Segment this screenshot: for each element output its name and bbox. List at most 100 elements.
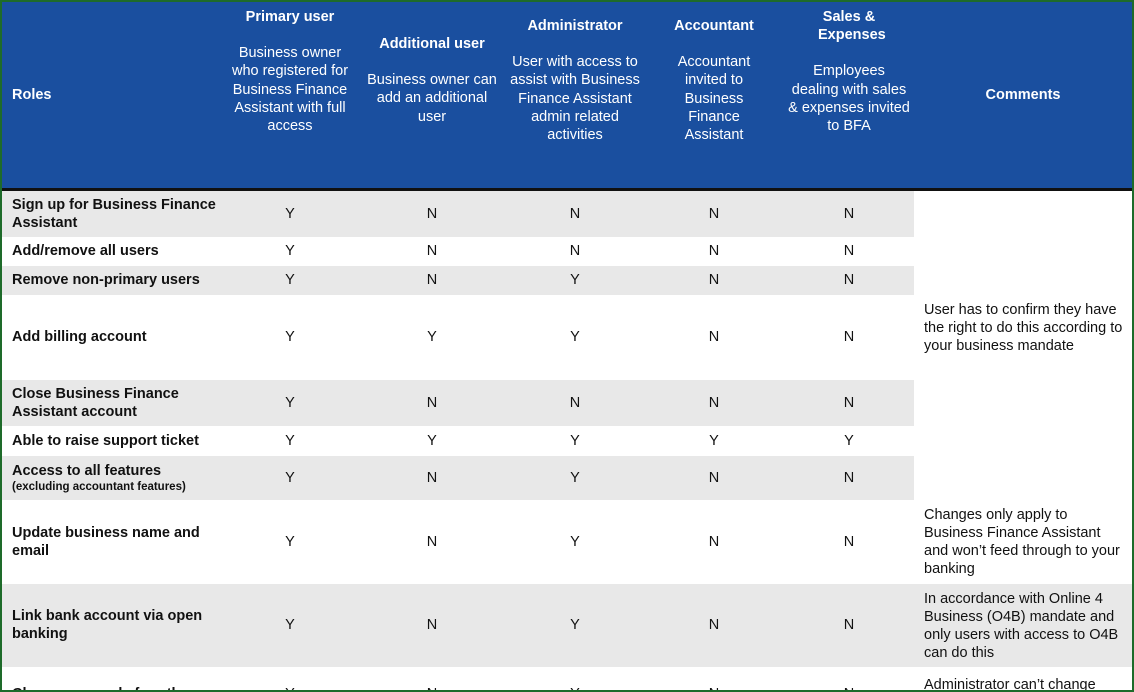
- column-title: Primary user: [245, 9, 335, 25]
- table-row: Access to all features (excluding accoun…: [2, 455, 1132, 500]
- cell-accountant: N: [644, 265, 784, 295]
- cell-accountant: N: [644, 583, 784, 667]
- cell-sales-expenses: N: [784, 455, 914, 500]
- table-row: Link bank account via open banking Y N Y…: [2, 583, 1132, 667]
- cell-sales-expenses: N: [784, 265, 914, 295]
- cell-additional: N: [358, 189, 506, 237]
- cell-additional: N: [358, 236, 506, 266]
- cell-additional: N: [358, 499, 506, 584]
- cell-sales-expenses: N: [784, 499, 914, 584]
- cell-sales-expenses: N: [784, 236, 914, 266]
- cell-primary: Y: [222, 666, 358, 690]
- cell-sales-expenses: Y: [784, 425, 914, 456]
- table-row: Update business name and email Y N Y N N…: [2, 499, 1132, 584]
- cell-primary: Y: [222, 294, 358, 380]
- row-role: Remove non-primary users: [2, 265, 222, 295]
- table-row: Remove non-primary users Y N Y N N: [2, 265, 1132, 295]
- cell-sales-expenses: N: [784, 666, 914, 690]
- cell-primary: Y: [222, 265, 358, 295]
- cell-accountant: N: [644, 455, 784, 500]
- row-role: Able to raise support ticket: [2, 425, 222, 456]
- row-comment: Changes only apply to Business Finance A…: [914, 499, 1132, 584]
- cell-administrator: Y: [506, 455, 644, 500]
- column-title: Sales & Expenses: [818, 9, 886, 44]
- cell-additional: N: [358, 379, 506, 426]
- row-comment: User has to confirm they have the right …: [914, 294, 1132, 380]
- row-role: Close Business Finance Assistant account: [2, 379, 222, 426]
- row-role: Update business name and email: [2, 499, 222, 584]
- column-title: Administrator: [527, 18, 623, 34]
- column-desc: Business owner who registered for Busine…: [231, 45, 349, 135]
- cell-accountant: N: [644, 236, 784, 266]
- cell-administrator: Y: [506, 294, 644, 380]
- cell-administrator: Y: [506, 265, 644, 295]
- column-desc: Accountant invited to Business Finance A…: [677, 54, 751, 144]
- row-role-note: (excluding accountant features): [12, 480, 186, 493]
- cell-primary: Y: [222, 583, 358, 667]
- cell-administrator: Y: [506, 425, 644, 456]
- table-row: Add/remove all users Y N N N N: [2, 236, 1132, 266]
- row-role: Add billing account: [2, 294, 222, 380]
- cell-sales-expenses: N: [784, 189, 914, 237]
- cell-primary: Y: [222, 425, 358, 456]
- row-comment: [914, 455, 1132, 500]
- primary-user-header: Primary user Business owner who register…: [222, 2, 358, 191]
- cell-accountant: N: [644, 379, 784, 426]
- row-role: Sign up for Business Finance Assistant: [2, 189, 222, 237]
- cell-primary: Y: [222, 499, 358, 584]
- cell-accountant: N: [644, 499, 784, 584]
- row-comment: [914, 425, 1132, 456]
- table-row: Sign up for Business Finance Assistant Y…: [2, 189, 1132, 237]
- roles-header: Roles: [2, 2, 222, 191]
- cell-accountant: Y: [644, 425, 784, 456]
- cell-accountant: N: [644, 294, 784, 380]
- row-comment: In accordance with Online 4 Business (O4…: [914, 583, 1132, 667]
- row-comment: [914, 265, 1132, 295]
- additional-user-header: Additional user Business owner can add a…: [358, 2, 506, 191]
- table-row: Close Business Finance Assistant account…: [2, 379, 1132, 426]
- cell-additional: N: [358, 455, 506, 500]
- cell-primary: Y: [222, 236, 358, 266]
- cell-primary: Y: [222, 189, 358, 237]
- cell-additional: Y: [358, 294, 506, 380]
- table-row: Able to raise support ticket Y Y Y Y Y: [2, 425, 1132, 456]
- column-desc: Business owner can add an additional use…: [367, 72, 497, 125]
- column-title: Additional user: [379, 36, 485, 52]
- cell-sales-expenses: N: [784, 583, 914, 667]
- table-row: Change user role for others Y N Y N N Ad…: [2, 666, 1132, 690]
- cell-additional: Y: [358, 425, 506, 456]
- cell-additional: N: [358, 583, 506, 667]
- administrator-header: Administrator User with access to assist…: [506, 2, 644, 191]
- row-role: Access to all features (excluding accoun…: [2, 455, 222, 500]
- cell-administrator: N: [506, 379, 644, 426]
- cell-sales-expenses: N: [784, 294, 914, 380]
- cell-primary: Y: [222, 379, 358, 426]
- comments-header: Comments: [914, 2, 1132, 191]
- cell-sales-expenses: N: [784, 379, 914, 426]
- cell-administrator: Y: [506, 583, 644, 667]
- row-role: Add/remove all users: [2, 236, 222, 266]
- column-desc: User with access to assist with Business…: [510, 54, 640, 144]
- cell-administrator: N: [506, 189, 644, 237]
- cell-administrator: N: [506, 236, 644, 266]
- table-header-row: Roles Primary user Business owner who re…: [2, 2, 1132, 191]
- row-comment: [914, 379, 1132, 426]
- row-role-label: Access to all features: [12, 462, 162, 479]
- row-comment: Administrator can’t change primary user: [914, 666, 1132, 690]
- accountant-header: Accountant Accountant invited to Busines…: [644, 2, 784, 191]
- cell-administrator: Y: [506, 499, 644, 584]
- cell-additional: N: [358, 265, 506, 295]
- cell-accountant: N: [644, 189, 784, 237]
- row-role: Link bank account via open banking: [2, 583, 222, 667]
- column-title: Accountant: [674, 18, 754, 34]
- row-comment: [914, 189, 1132, 237]
- cell-accountant: N: [644, 666, 784, 690]
- column-desc: Employees dealing with sales & expenses …: [788, 63, 910, 135]
- cell-administrator: Y: [506, 666, 644, 690]
- cell-additional: N: [358, 666, 506, 690]
- row-role: Change user role for others: [2, 666, 222, 690]
- table-body: Sign up for Business Finance Assistant Y…: [2, 189, 1132, 690]
- table-row: Add billing account Y Y Y N N User has t…: [2, 294, 1132, 380]
